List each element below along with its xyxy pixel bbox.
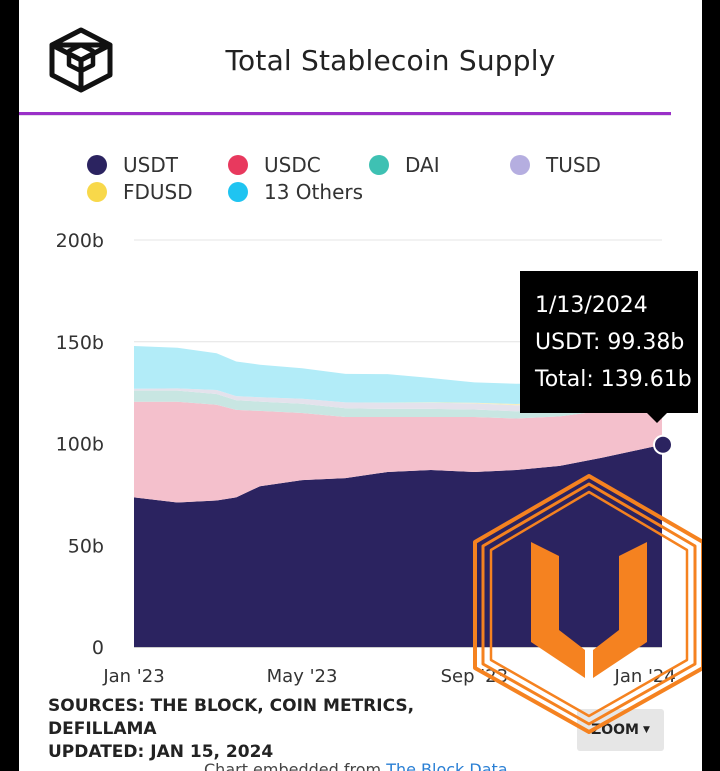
embed-text: Chart embedded from — [204, 760, 387, 771]
legend-item-usdt[interactable]: USDT — [87, 153, 178, 177]
legend-label-usdt: USDT — [123, 153, 178, 177]
tooltip-usdt-value: USDT: 99.38b — [535, 330, 685, 355]
y-tick-label: 100b — [56, 434, 104, 456]
x-tick-label: May '23 — [267, 666, 338, 687]
legend-label-usdc: USDC — [264, 153, 321, 177]
orange-hexagon-u-watermark-icon — [473, 474, 702, 734]
caret-down-icon: ▼ — [642, 725, 650, 735]
chart-tooltip: 1/13/2024 USDT: 99.38b Total: 139.61b — [520, 271, 698, 413]
y-tick-label: 50b — [68, 535, 104, 557]
x-tick-label: Jan '23 — [102, 666, 164, 687]
area-series-tusd[interactable] — [134, 384, 662, 412]
x-tick-label: Sep '23 — [441, 666, 509, 687]
axis-layer: 0 50b 100b 150b 200b Jan '23 May '23 Sep '23 Jan… — [56, 230, 676, 687]
embed-note: Chart embedded from The Block Data — [204, 760, 508, 771]
legend-swatch-usdt — [87, 155, 107, 175]
legend-swatch-fdusd — [87, 182, 107, 202]
marker-layer — [653, 434, 673, 455]
y-tick-label: 200b — [56, 230, 104, 252]
legend-label-dai: DAI — [405, 153, 440, 177]
legend-label-others: 13 Others — [264, 180, 364, 204]
y-tick-label: 0 — [92, 637, 104, 659]
tooltip-arrow — [647, 413, 667, 423]
area-series-dai[interactable] — [134, 387, 662, 419]
highlight-point — [653, 434, 673, 455]
chart-card: Total Stablecoin Supply USDT USDC DAI TU… — [19, 0, 702, 771]
legend-swatch-tusd — [510, 155, 530, 175]
title-divider — [19, 112, 671, 115]
legend-item-fdusd[interactable]: FDUSD — [87, 180, 193, 204]
chart-title: Total Stablecoin Supply — [225, 44, 556, 77]
sources-line-1: SOURCES: THE BLOCK, COIN METRICS, — [48, 696, 415, 716]
legend-swatch-usdc — [228, 155, 248, 175]
legend-label-fdusd: FDUSD — [123, 180, 193, 204]
y-tick-label: 150b — [56, 332, 104, 354]
legend-item-dai[interactable]: DAI — [369, 153, 440, 177]
x-tick-label: Jan '24 — [614, 666, 676, 687]
the-block-cube-logo-icon[interactable] — [49, 27, 113, 93]
tooltip-date: 1/13/2024 — [535, 293, 648, 318]
legend-item-others[interactable]: 13 Others — [228, 180, 363, 204]
title-divider-shadow — [19, 115, 671, 116]
legend-item-usdc[interactable]: USDC — [228, 153, 321, 177]
area-series-usdc[interactable] — [134, 393, 662, 503]
tooltip-total-value: Total: 139.61b — [535, 367, 692, 392]
legend-item-tusd[interactable]: TUSD — [510, 153, 601, 177]
chart-footer: SOURCES: THE BLOCK, COIN METRICS, DEFILL… — [48, 695, 414, 764]
updated-date: UPDATED: JAN 15, 2024 — [48, 742, 274, 762]
legend-swatch-dai — [369, 155, 389, 175]
sources-line-2: DEFILLAMA — [48, 719, 157, 739]
embed-link[interactable]: The Block Data — [386, 760, 508, 771]
area-series-usdt[interactable] — [134, 444, 662, 647]
legend-swatch-others — [228, 182, 248, 202]
legend-label-tusd: TUSD — [546, 153, 601, 177]
